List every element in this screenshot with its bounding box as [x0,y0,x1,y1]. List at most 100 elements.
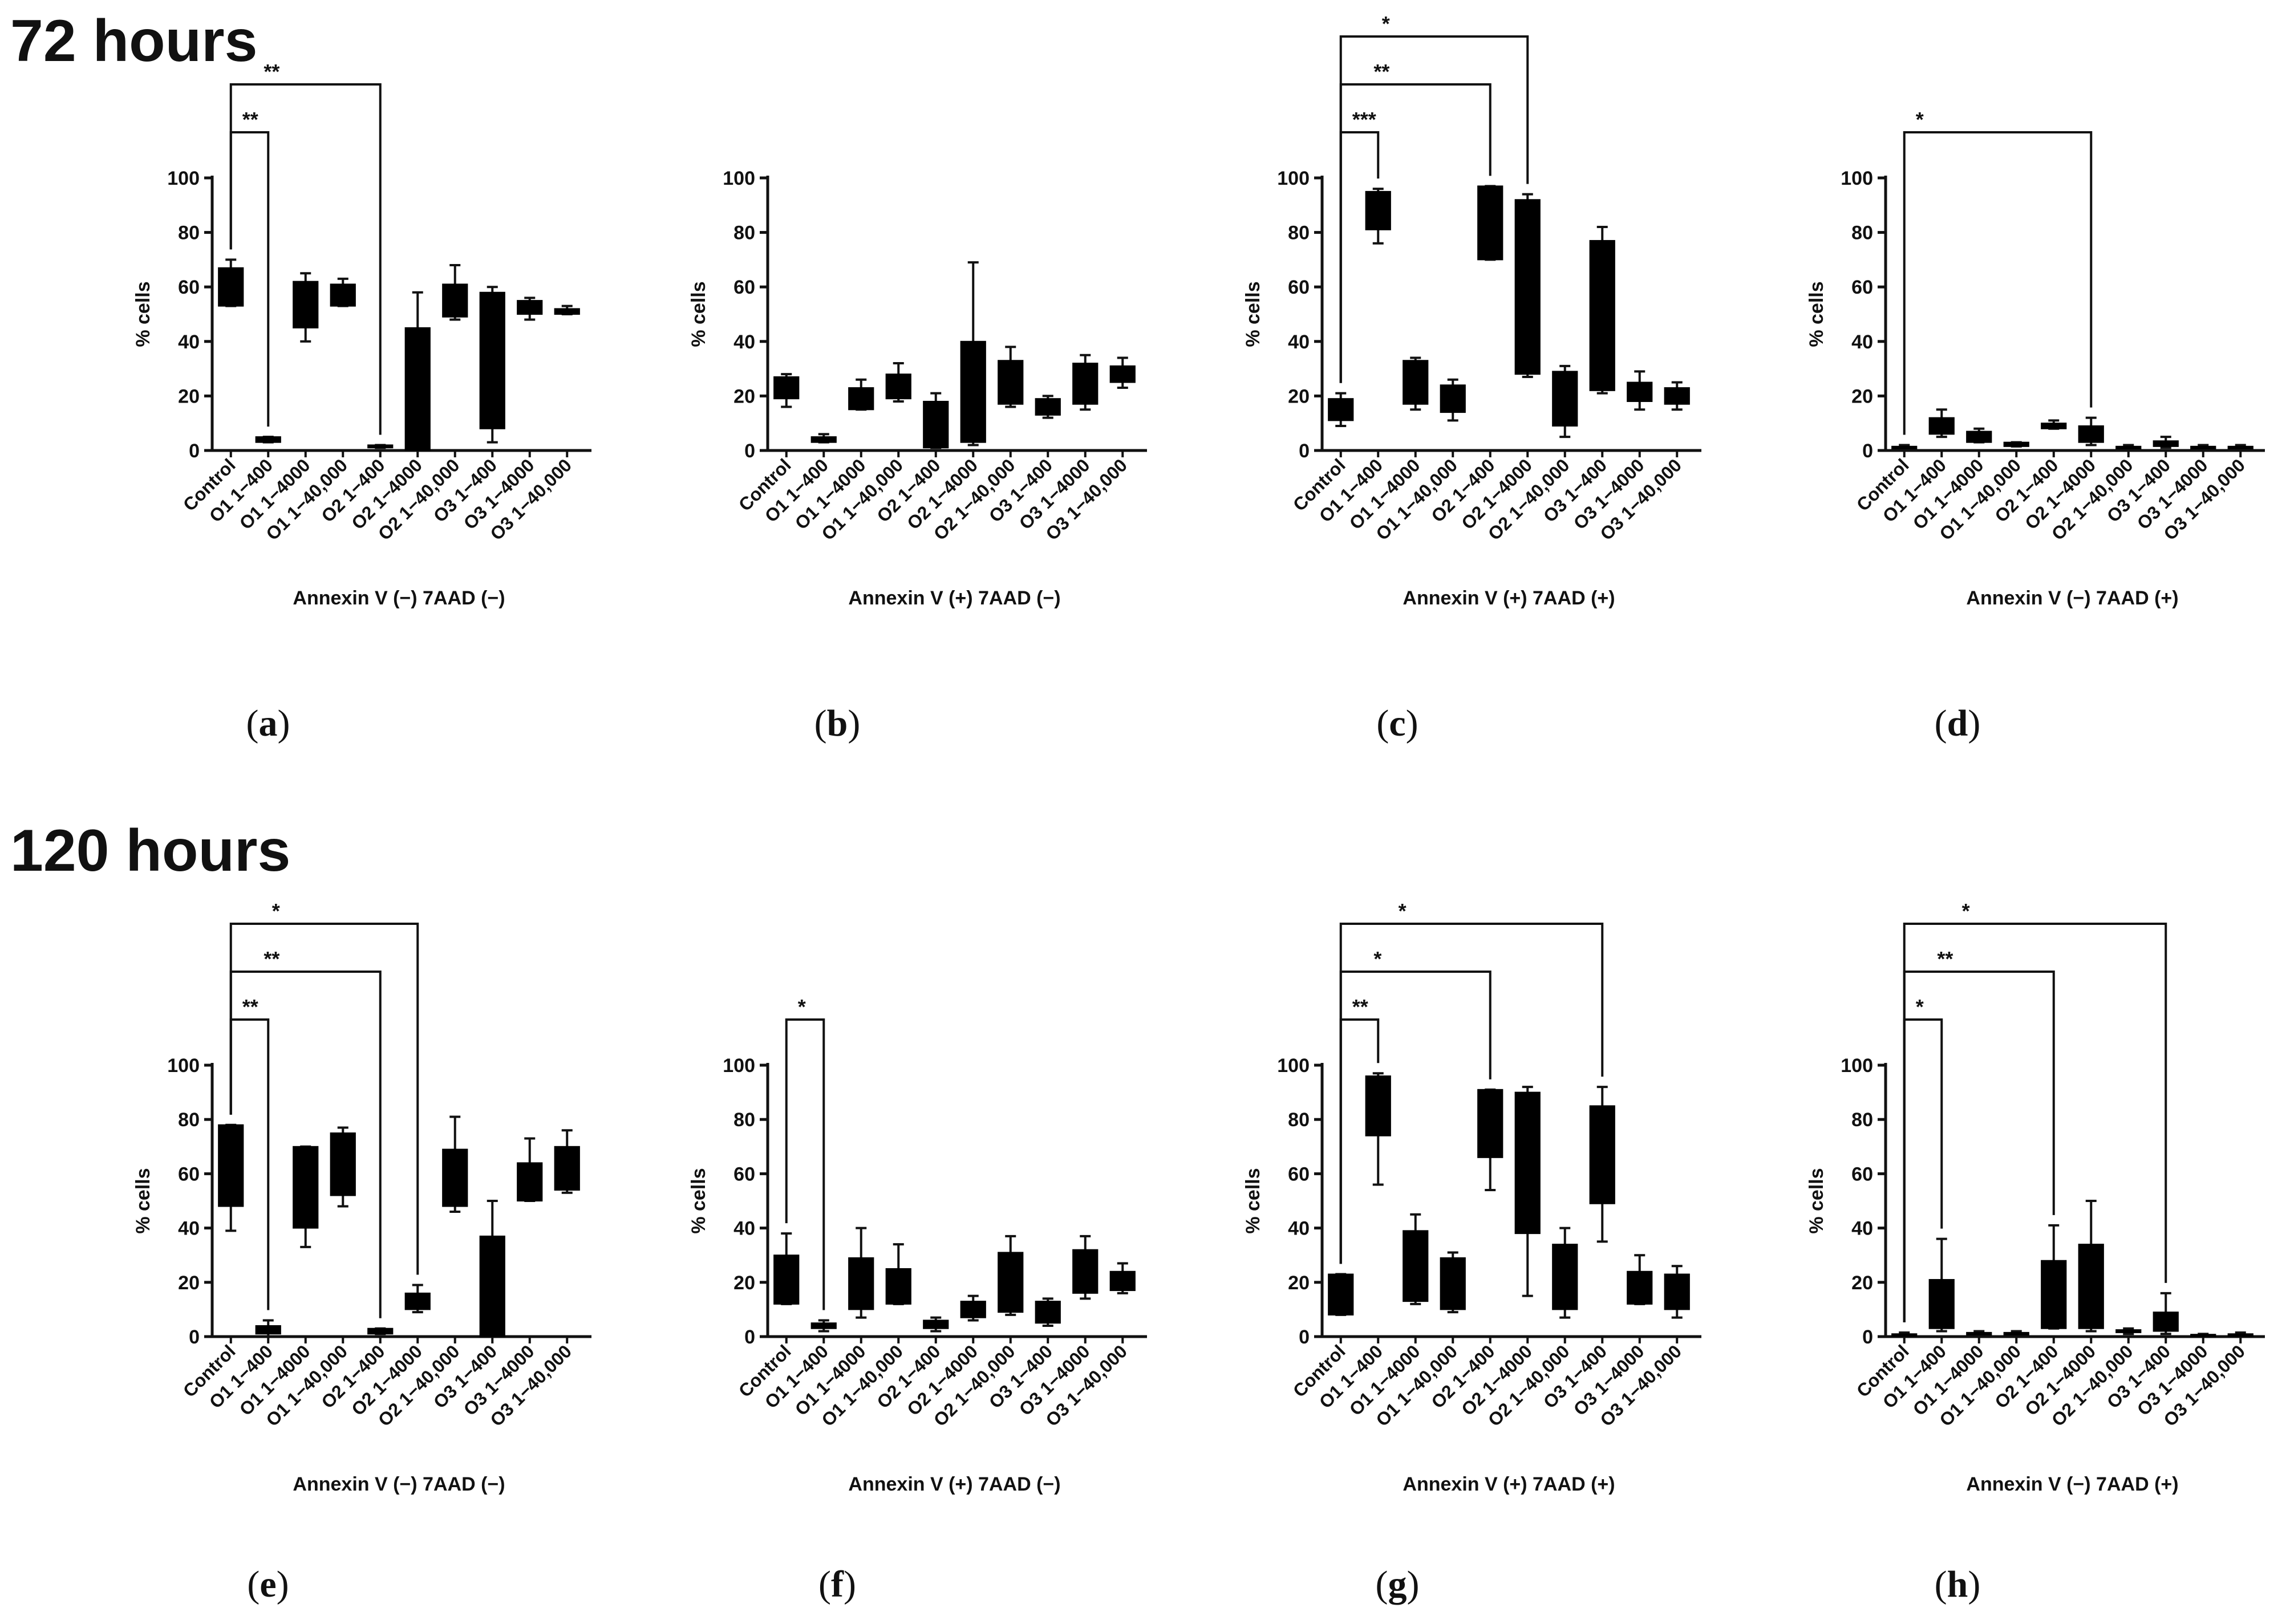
box-9 [1109,365,1136,383]
x-axis-title: Annexin V (+) 7AAD (+) [1403,587,1615,609]
panel-label-c: (c) [1376,703,1418,744]
box-3 [1440,384,1466,413]
box-7 [479,1235,505,1337]
box-8 [517,300,543,315]
y-tick-label: 100 [1841,1055,1873,1077]
box-5 [1514,199,1541,375]
box-1 [1928,417,1955,435]
y-axis-title: % cells [1806,1168,1827,1233]
y-tick-label: 0 [744,1326,755,1348]
y-tick-label: 20 [1288,1272,1310,1294]
box-9 [1109,1270,1136,1292]
box-4 [367,1327,394,1335]
box-5 [960,1301,986,1318]
box-3 [2003,1331,2029,1335]
significance-stars: * [1962,899,1970,923]
box-7 [1035,398,1061,416]
box-2 [1403,1230,1429,1302]
x-axis-title: Annexin V (−) 7AAD (+) [1966,587,2178,609]
box-1 [810,1322,837,1329]
box-4 [1477,185,1503,261]
box-2 [1966,1331,1992,1335]
box-1 [1365,1075,1391,1136]
significance-stars: *** [1352,108,1376,131]
x-axis-title: Annexin V (−) 7AAD (−) [293,587,505,609]
panel-label-h: (h) [1935,1564,1981,1605]
box-0 [218,267,244,307]
y-tick-label: 80 [733,1109,755,1131]
y-tick-label: 0 [1862,440,1873,462]
box-6 [1552,1244,1578,1310]
x-axis-title: Annexin V (+) 7AAD (+) [1403,1473,1615,1495]
box-5 [1514,1091,1541,1235]
y-axis-title: % cells [1242,281,1264,347]
y-axis-title: % cells [688,1168,710,1233]
section-title-120-hours: 120 hours [10,818,291,884]
panel-label-f: (f) [818,1564,856,1605]
y-tick-label: 60 [178,277,200,298]
box-7 [479,291,505,429]
box-0 [1891,445,1918,449]
y-axis-title: % cells [1806,281,1827,347]
box-9 [554,308,580,315]
box-8 [1627,1270,1653,1305]
y-tick-label: 60 [1851,1163,1873,1185]
box-2 [1966,431,1992,443]
box-2 [293,281,319,328]
y-tick-label: 60 [1288,277,1310,298]
y-tick-label: 20 [178,1272,200,1294]
y-tick-label: 80 [1851,1109,1873,1131]
box-0 [773,376,800,400]
box-3 [2003,441,2029,447]
y-tick-label: 0 [1862,1326,1873,1348]
box-6 [2115,445,2142,449]
x-axis-title: Annexin V (+) 7AAD (−) [848,587,1060,609]
box-0 [218,1124,244,1207]
box-8 [1072,1249,1099,1294]
box-1 [1365,190,1391,230]
y-tick-label: 20 [1851,1272,1873,1294]
y-tick-label: 40 [1851,331,1873,353]
box-9 [2227,1333,2253,1337]
box-3 [1440,1257,1466,1310]
significance-bracket [1339,131,1380,383]
significance-bracket [1903,131,2093,435]
significance-stars: * [1373,947,1381,971]
box-9 [2227,445,2253,449]
box-1 [255,436,281,443]
significance-bracket [1903,1018,1943,1322]
y-tick-label: 100 [723,168,755,189]
box-5 [404,327,431,452]
x-axis-title: Annexin V (−) 7AAD (−) [293,1473,505,1495]
y-tick-label: 100 [1841,168,1873,189]
y-tick-label: 80 [178,222,200,244]
y-axis-title: % cells [132,1168,154,1233]
significance-stars: * [272,899,280,923]
box-3 [330,1132,356,1196]
box-7 [2153,1312,2179,1332]
x-axis-title: Annexin V (+) 7AAD (−) [848,1473,1060,1495]
y-tick-label: 60 [1851,277,1873,298]
box-6 [2115,1329,2142,1333]
significance-bracket [229,923,419,1275]
box-6 [1552,371,1578,427]
box-4 [367,444,394,449]
box-1 [1928,1279,1955,1329]
box-5 [2078,425,2104,443]
box-7 [1589,1105,1615,1204]
box-2 [848,387,874,411]
box-0 [1328,1273,1354,1316]
y-tick-label: 80 [178,1109,200,1131]
box-4 [2041,1260,2067,1329]
box-8 [2190,1334,2216,1338]
significance-stars: ** [264,60,279,83]
box-4 [1477,1089,1503,1158]
y-tick-label: 20 [733,1272,755,1294]
